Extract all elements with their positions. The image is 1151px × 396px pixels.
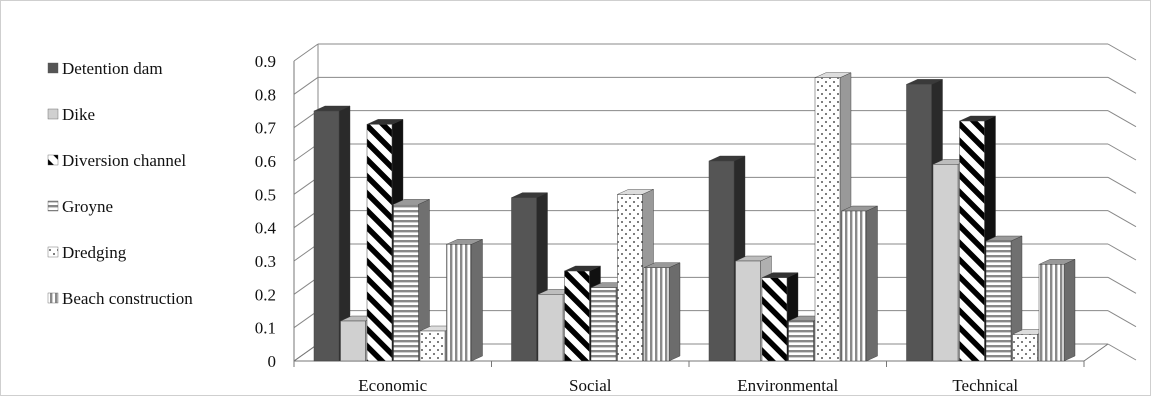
bar-detention-dam-economic xyxy=(313,105,351,362)
bar-front xyxy=(1012,334,1038,362)
legend-swatch xyxy=(47,108,59,120)
legend-item-dike: Dike xyxy=(47,105,95,124)
y-tick-label: 0.6 xyxy=(255,152,276,171)
category-label-social: Social xyxy=(569,376,612,395)
y-tick-label: 0.7 xyxy=(255,119,277,138)
bar-front xyxy=(643,267,670,362)
bar-front xyxy=(814,77,841,362)
bar-front xyxy=(985,240,1012,362)
legend-swatch xyxy=(47,292,59,304)
y-tick-label: 0.2 xyxy=(255,285,276,304)
bar-side xyxy=(668,262,681,362)
bar-front xyxy=(1038,264,1065,362)
bar-front xyxy=(393,204,419,362)
bar-groyne-economic xyxy=(393,199,430,362)
bar-front xyxy=(419,330,446,362)
legend-label: Groyne xyxy=(62,197,113,216)
legend-item-beach-construction: Beach construction xyxy=(47,289,193,308)
bar-front xyxy=(340,320,366,362)
bar-side xyxy=(471,239,483,362)
legend-swatch xyxy=(47,154,59,166)
legend-item-detention-dam: Detention dam xyxy=(47,59,163,78)
gridline-right xyxy=(1107,310,1137,328)
bar-front xyxy=(590,287,617,362)
gridline-right xyxy=(1107,110,1137,128)
legend-swatch xyxy=(47,62,59,74)
bar-front xyxy=(788,320,814,362)
bar-beach-construction-technical xyxy=(1038,259,1076,362)
legend: Detention dam Dike Diversion channel Groyne… xyxy=(47,59,193,308)
bar-front xyxy=(537,294,564,362)
bar-side xyxy=(866,205,878,362)
bar-front xyxy=(959,120,985,362)
gridline-right xyxy=(1107,43,1137,61)
legend-label: Detention dam xyxy=(62,59,163,78)
gridline-side xyxy=(293,76,319,95)
legend-swatch xyxy=(47,246,59,258)
legend-label: Diversion channel xyxy=(62,151,186,170)
bar-front xyxy=(313,110,340,362)
bar-front xyxy=(906,84,932,362)
bar-front xyxy=(511,197,537,362)
category-label-economic: Economic xyxy=(358,376,427,395)
bar-front xyxy=(708,160,735,362)
y-tick-label: 0.3 xyxy=(255,252,276,271)
gridline-right xyxy=(1107,143,1137,161)
bar-front xyxy=(564,270,590,362)
gridline-right xyxy=(1107,210,1137,228)
bar-front xyxy=(761,277,788,362)
bar-dredging-environmental xyxy=(814,72,852,362)
legend-item-dredging: Dredging xyxy=(47,243,127,262)
y-tick-label: 0 xyxy=(268,352,277,371)
bar-beach-construction-environmental xyxy=(841,205,878,362)
gridline-side xyxy=(293,43,319,62)
y-tick-label: 0.1 xyxy=(255,319,276,338)
gridline-right xyxy=(1107,76,1137,94)
bar-side xyxy=(1063,259,1076,362)
y-tick-label: 0.5 xyxy=(255,185,276,204)
legend-swatch xyxy=(47,200,59,212)
legend-label: Dike xyxy=(62,105,95,124)
gridline-right xyxy=(1107,343,1137,361)
gridline-right xyxy=(1107,176,1137,194)
gridline-right xyxy=(1107,276,1137,294)
bar-front xyxy=(366,124,393,362)
bar-beach-construction-social xyxy=(643,262,681,362)
legend-item-groyne: Groyne xyxy=(47,197,113,216)
legend-label: Beach construction xyxy=(62,289,193,308)
y-tick-label: 0.9 xyxy=(255,52,276,71)
bar-front xyxy=(932,164,959,362)
legend-item-diversion-channel: Diversion channel xyxy=(47,151,186,170)
bar-front xyxy=(841,210,867,362)
y-tick-labels: 0 0.1 0.2 0.3 0.4 0.5 0.6 0.7 0.8 0.9 xyxy=(255,52,277,371)
category-label-environmental: Environmental xyxy=(737,376,838,395)
category-labels: Economic Social Environmental Technical xyxy=(358,376,1018,395)
category-label-technical: Technical xyxy=(952,376,1018,395)
gridline-right xyxy=(1107,243,1137,261)
floor-edge xyxy=(1083,343,1109,362)
bar-beach-construction-economic xyxy=(446,239,483,362)
bars xyxy=(313,72,1076,362)
bar-front xyxy=(735,260,761,362)
y-tick-label: 0.8 xyxy=(255,85,276,104)
bar-front xyxy=(617,194,643,362)
bar-front xyxy=(446,244,472,362)
legend-label: Dredging xyxy=(62,243,127,262)
bar-diversion-channel-environmental xyxy=(761,272,799,362)
bar-groyne-technical xyxy=(985,235,1023,362)
y-tick-label: 0.4 xyxy=(255,219,277,238)
